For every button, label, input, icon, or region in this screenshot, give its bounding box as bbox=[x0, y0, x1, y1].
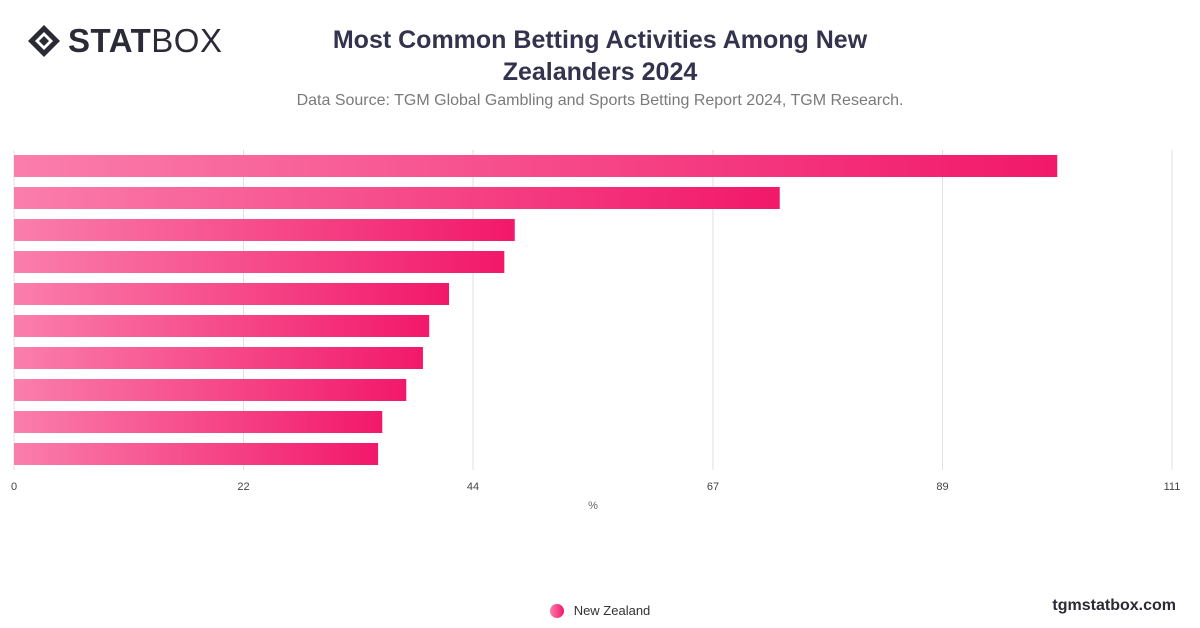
legend-label: New Zealand bbox=[573, 603, 651, 618]
x-tick-label: 67 bbox=[707, 481, 719, 493]
logo-text-light: BOX bbox=[151, 22, 223, 59]
chart-subtitle: Data Source: TGM Global Gambling and Spo… bbox=[296, 92, 904, 109]
logo-text-bold: STAT bbox=[68, 22, 152, 59]
x-tick-label: 44 bbox=[467, 481, 479, 493]
bar[interactable] bbox=[14, 219, 515, 241]
chart-legend[interactable]: New Zealand bbox=[0, 603, 1200, 618]
bar[interactable] bbox=[14, 379, 407, 401]
bar[interactable] bbox=[14, 155, 1058, 177]
site-footer[interactable]: tgmstatbox.com bbox=[1052, 597, 1176, 614]
bar[interactable] bbox=[14, 315, 430, 337]
chart-title: Most Common Betting Activities Among New… bbox=[332, 26, 868, 86]
bar[interactable] bbox=[14, 283, 450, 305]
x-tick-label: 111 bbox=[1164, 481, 1181, 493]
bar[interactable] bbox=[14, 347, 423, 369]
x-tick-label: 0 bbox=[11, 481, 17, 493]
legend-marker bbox=[549, 603, 564, 618]
bar[interactable] bbox=[14, 443, 379, 465]
bar[interactable] bbox=[14, 187, 780, 209]
x-tick-label: 22 bbox=[237, 481, 249, 493]
bar[interactable] bbox=[14, 411, 383, 433]
bar[interactable] bbox=[14, 251, 505, 273]
x-tick-label: 89 bbox=[936, 481, 948, 493]
statbox-logo: STATBOX bbox=[26, 22, 222, 60]
x-axis-title: % bbox=[588, 500, 598, 512]
logo-text: STATBOX bbox=[68, 23, 222, 59]
diamond-icon bbox=[28, 25, 60, 57]
